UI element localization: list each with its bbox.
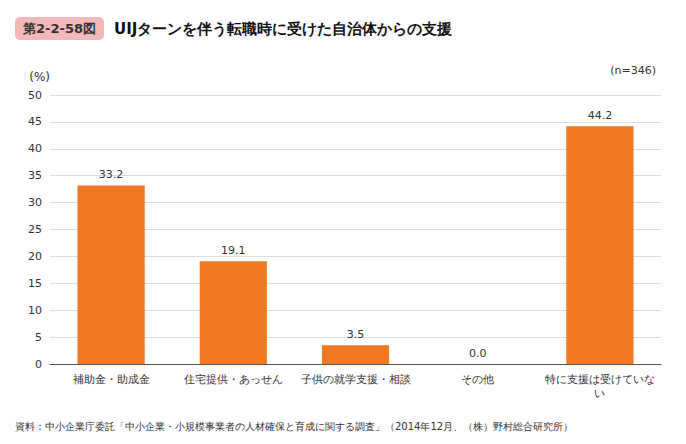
svg-text:19.1: 19.1 xyxy=(221,244,246,257)
svg-text:15: 15 xyxy=(28,277,42,290)
svg-text:5: 5 xyxy=(35,331,42,344)
svg-text:(n=346): (n=346) xyxy=(610,64,656,77)
svg-text:20: 20 xyxy=(28,250,42,263)
svg-text:0: 0 xyxy=(35,358,42,371)
svg-text:50: 50 xyxy=(28,89,42,102)
svg-text:第2-2-58図: 第2-2-58図 xyxy=(22,21,96,36)
svg-text:45: 45 xyxy=(28,115,42,128)
svg-text:特に支援は受けていな: 特に支援は受けていな xyxy=(545,373,655,386)
svg-text:3.5: 3.5 xyxy=(347,328,365,341)
svg-text:その他: その他 xyxy=(461,373,494,386)
svg-text:0.0: 0.0 xyxy=(469,347,487,360)
svg-text:(%): (%) xyxy=(29,70,50,84)
svg-text:子供の就学支援・相談: 子供の就学支援・相談 xyxy=(301,373,411,386)
svg-text:UIJターンを伴う転職時に受けた自治体からの支援: UIJターンを伴う転職時に受けた自治体からの支援 xyxy=(114,20,452,38)
svg-text:資料：中小企業庁委託「中小企業・小規模事業者の人材確保と育成: 資料：中小企業庁委託「中小企業・小規模事業者の人材確保と育成に関する調査」（20… xyxy=(15,421,573,432)
svg-text:補助金・助成金: 補助金・助成金 xyxy=(73,373,150,386)
svg-text:30: 30 xyxy=(28,196,42,209)
svg-text:35: 35 xyxy=(28,169,42,182)
svg-text:10: 10 xyxy=(28,304,42,317)
svg-text:44.2: 44.2 xyxy=(588,109,613,122)
svg-text:40: 40 xyxy=(28,142,42,155)
svg-text:33.2: 33.2 xyxy=(99,168,124,181)
svg-text:25: 25 xyxy=(28,223,42,236)
svg-text:住宅提供・あっせん: 住宅提供・あっせん xyxy=(184,373,283,386)
svg-text:い: い xyxy=(594,387,605,400)
